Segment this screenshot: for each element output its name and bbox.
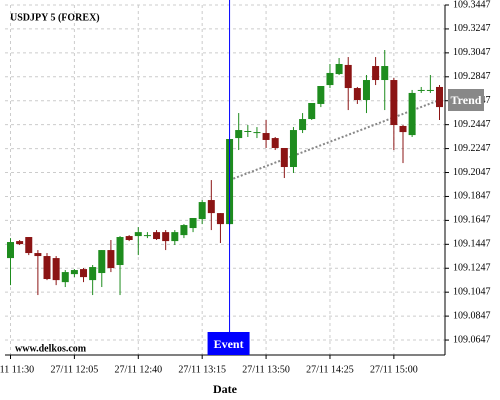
trend-label: Trend [451,93,482,107]
candle-body [244,131,252,132]
candle-body [143,235,151,237]
x-tick-label: 27/11 12:05 [51,364,99,375]
candle-body [436,86,443,108]
candle-body [70,270,78,275]
candle-body [80,269,88,278]
candle-body [399,125,407,133]
candle-body [162,232,170,242]
candle-body [262,133,270,140]
candle-body [353,88,361,101]
y-tick-label: 109.3247 [453,23,491,34]
x-tick-label: 27/11 12:40 [114,364,162,375]
candle-body [216,213,224,225]
candle-body [344,64,352,89]
candle-body [280,147,288,168]
candle-body [198,202,206,220]
y-tick-label: 109.3447 [453,0,491,10]
y-tick-label: 109.1647 [453,215,491,226]
y-tick-label: 109.1447 [453,239,491,250]
event-box [207,332,250,355]
event-label: Event [214,337,244,351]
candle-body [271,138,279,148]
candle-body [43,256,51,280]
y-tick-label: 109.1247 [453,263,491,274]
candle-body [207,200,215,214]
chart-title: USDJPY 5 (FOREX) [10,12,100,23]
candle-body [171,232,179,242]
x-tick-label: 27/11 14:25 [306,364,354,375]
candle-body [107,250,115,269]
trend-box [448,89,484,112]
candle-body [98,250,106,274]
y-tick-label: 109.2247 [453,143,491,154]
candle-body [335,63,343,75]
x-tick-label: 27/11 13:50 [242,364,290,375]
y-tick-label: 109.0647 [453,334,491,345]
y-tick-label: 109.2847 [453,71,491,82]
candle-body [408,92,416,136]
candle-body [426,89,434,91]
candle-body [390,80,398,126]
candle-body [317,86,325,104]
candle-body [125,236,133,241]
y-tick-label: 109.2447 [453,119,491,130]
y-tick-label: 109.1847 [453,191,491,202]
x-axis-label: Date [213,382,238,396]
candle-body [89,267,97,281]
candle-body [381,66,389,81]
candle-body [116,237,124,266]
candle-body [189,217,197,229]
y-tick-label: 109.1047 [453,286,491,297]
y-tick-label: 109.2047 [453,167,491,178]
candle-body [372,66,380,81]
y-tick-label: 109.0847 [453,310,491,321]
candle-body [308,103,316,120]
candle-body [180,225,188,236]
candle-body [34,253,42,257]
candle-body [235,130,243,139]
candle-body [362,80,370,101]
candle-body [417,89,425,91]
candle-body [289,130,297,168]
y-tick-label: 109.3047 [453,47,491,58]
candle-body [153,232,161,240]
candle-body [52,258,60,281]
candle-body [16,241,24,245]
candle-body [25,237,33,254]
x-tick-label: 27/11 13:15 [178,364,226,375]
candle-body [326,72,334,86]
x-tick-label: 27/11 11:30 [0,364,34,375]
candle-body [299,119,307,131]
watermark: www.delkos.com [15,343,87,354]
candle-body [7,242,14,259]
candle-body [253,132,261,134]
candle-body [134,232,142,237]
x-tick-label: 27/11 15:00 [370,364,418,375]
trend-line [229,99,440,181]
candle-body [61,272,69,283]
